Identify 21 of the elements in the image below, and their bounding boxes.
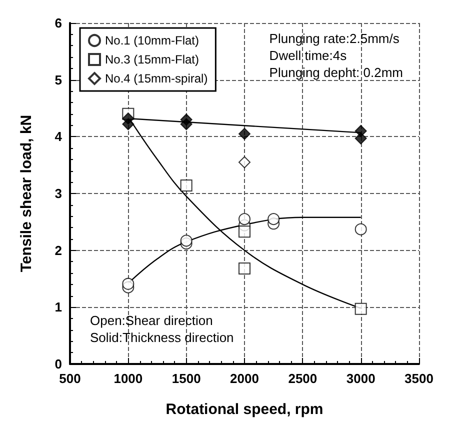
x-tick-label: 2000 — [230, 371, 259, 386]
x-tick-label: 1500 — [172, 371, 201, 386]
x-tick-label: 3500 — [404, 371, 434, 386]
x-tick-label: 500 — [59, 371, 81, 386]
y-tick-label: 1 — [54, 300, 62, 315]
y-tick-label: 0 — [54, 356, 62, 372]
x-tick-label: 2500 — [288, 371, 318, 386]
y-tick-label: 2 — [54, 242, 62, 258]
x-tick-label: 3000 — [346, 371, 376, 386]
annotation: Plunging rate:2.5mm/s Dwell time:4s Plunging depht: 0.2mm — [269, 31, 404, 80]
annotation: Open:Shear direction Solid:Thickness direction — [90, 313, 234, 345]
y-tick-label: 6 — [54, 16, 62, 30]
legend-label: No.1 (10mm-Flat) — [105, 34, 200, 48]
x-axis-title: Rotational speed, rpm — [166, 401, 324, 418]
y-axis-title: Tensile shear load, kN — [18, 114, 35, 272]
y-tick-label: 4 — [54, 129, 63, 144]
legend-label: No.4 (15mm-spiral) — [105, 72, 208, 86]
legend-label: No.3 (15mm-Flat) — [105, 52, 200, 66]
y-tick-label: 3 — [54, 186, 62, 201]
x-tick-label: 1000 — [114, 371, 143, 386]
y-tick-label: 5 — [54, 72, 62, 88]
